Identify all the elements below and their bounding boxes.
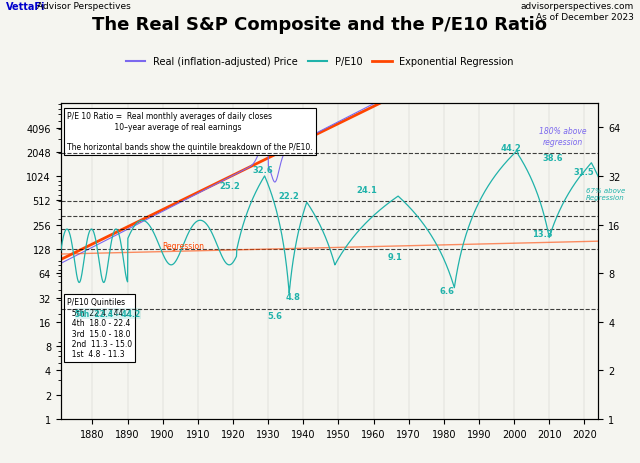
Text: 25.2: 25.2	[219, 181, 240, 190]
Text: 5th  22.4 - 44.2: 5th 22.4 - 44.2	[76, 309, 140, 319]
Text: 24.1: 24.1	[356, 185, 377, 194]
Text: 180% above
regression: 180% above regression	[540, 127, 587, 146]
Text: P/E10 Quintiles
  5th  22.4 - 44.2
  4th  18.0 - 22.4
  3rd  15.0 - 18.0
  2nd  : P/E10 Quintiles 5th 22.4 - 44.2 4th 18.0…	[67, 298, 132, 359]
Text: 13.3: 13.3	[532, 230, 552, 239]
Text: 6.6: 6.6	[440, 287, 455, 296]
Text: 38.6: 38.6	[543, 154, 563, 163]
Text: Regression: Regression	[163, 241, 205, 250]
Text: P/E 10 Ratio =  Real monthly averages of daily closes
                    10–yea: P/E 10 Ratio = Real monthly averages of …	[67, 112, 313, 152]
Text: 67% above
Regression: 67% above Regression	[586, 188, 625, 200]
Text: 32.6: 32.6	[252, 165, 273, 174]
Text: The Real S&P Composite and the P/E10 Ratio: The Real S&P Composite and the P/E10 Rat…	[93, 16, 547, 34]
Text: Advisor Perspectives: Advisor Perspectives	[37, 2, 131, 11]
Text: 4.8: 4.8	[285, 293, 300, 302]
Text: 5.6: 5.6	[268, 312, 283, 320]
Text: VettaFi: VettaFi	[6, 2, 46, 13]
Text: 31.5: 31.5	[574, 168, 595, 176]
Text: 9.1: 9.1	[387, 252, 402, 261]
Legend: Real (inflation-adjusted) Price, P/E10, Exponential Regression: Real (inflation-adjusted) Price, P/E10, …	[122, 53, 518, 71]
Text: 44.2: 44.2	[500, 144, 521, 153]
Text: 22.2: 22.2	[279, 191, 300, 200]
Text: advisorperspectives.com
As of December 2023: advisorperspectives.com As of December 2…	[520, 2, 634, 22]
